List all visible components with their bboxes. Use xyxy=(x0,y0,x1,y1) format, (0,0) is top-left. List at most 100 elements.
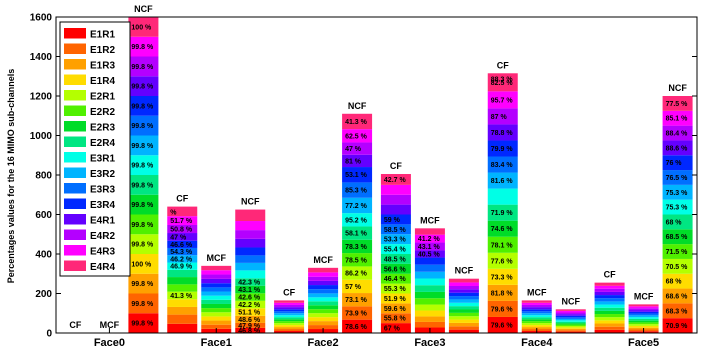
segment-label: 53.3 % xyxy=(384,237,407,244)
bar-segment xyxy=(594,329,625,333)
bar-segment xyxy=(342,182,373,198)
bar-segment xyxy=(628,313,659,316)
bar-segment xyxy=(594,285,625,289)
bar-segment xyxy=(487,156,518,173)
segment-label: 42.3 % xyxy=(238,280,261,287)
legend-label: E3R3 xyxy=(90,185,115,196)
bar-group-label: MCF xyxy=(207,253,227,263)
segment-label: 71.9 % xyxy=(491,210,514,217)
bar-segment xyxy=(235,255,266,263)
bar-segment xyxy=(274,317,305,320)
bar-segment xyxy=(201,291,232,296)
segment-label: 99.8 % xyxy=(131,123,154,130)
segment-label: 81.8 % xyxy=(491,290,514,297)
bar-segment xyxy=(594,291,625,296)
bar-segment xyxy=(414,298,445,305)
bar-segment xyxy=(380,254,411,264)
bar-segment xyxy=(167,269,198,278)
bar-segment xyxy=(594,301,625,305)
segment-label: 51.1 % xyxy=(238,310,261,317)
bar-segment xyxy=(167,206,198,217)
bar-segment xyxy=(448,319,479,323)
bar-segment xyxy=(128,96,159,116)
bar-segment xyxy=(308,289,339,294)
segment-label: 41.2 % xyxy=(418,236,441,243)
bar-segment xyxy=(167,277,198,285)
segment-label: 48.5 % xyxy=(384,256,407,263)
bar-segment xyxy=(555,312,586,315)
legend-swatch xyxy=(64,43,86,54)
segment-label: 55.4 % xyxy=(384,247,407,254)
bar-segment xyxy=(555,327,586,329)
segment-label: 99.8 % xyxy=(131,143,154,150)
bar-group-label: CF xyxy=(69,320,81,330)
segment-label: 51.7 % xyxy=(170,218,193,225)
segment-label: 99.8 % xyxy=(131,84,154,91)
legend-label: E3R1 xyxy=(90,154,115,165)
bar-segment xyxy=(274,302,305,305)
bar-segment xyxy=(487,252,518,269)
bar-group-label: MCF xyxy=(420,215,440,225)
bar-segment xyxy=(308,276,339,281)
bar-segment xyxy=(594,307,625,311)
segment-label: 99.8 % xyxy=(131,222,154,229)
bar-segment xyxy=(555,330,586,332)
bar-segment xyxy=(235,209,266,222)
segment-label: 81.6 % xyxy=(491,178,514,185)
legend-label: E3R2 xyxy=(90,169,115,180)
segment-label: 77.2 % xyxy=(345,203,368,210)
bar-segment xyxy=(235,230,266,239)
bar-segment xyxy=(201,274,232,279)
segment-label: 46.2 % xyxy=(170,256,193,263)
bar-segment xyxy=(128,254,159,274)
bar-segment xyxy=(448,329,479,333)
bar-segment xyxy=(555,317,586,319)
bar-segment xyxy=(662,96,693,111)
bar-group-label: MCF xyxy=(527,287,547,297)
segment-label: 71.5 % xyxy=(666,249,689,256)
bar-group-label: MCF xyxy=(100,320,120,330)
bar-segment xyxy=(521,309,552,312)
y-tick-label: 1000 xyxy=(30,131,53,142)
bar-segment xyxy=(487,220,518,237)
legend-label: E4R1 xyxy=(90,216,115,227)
bar-segment xyxy=(448,322,479,327)
bar-group-label: CF xyxy=(390,161,402,171)
bar-segment xyxy=(662,258,693,274)
segment-label: 85.1 % xyxy=(666,116,689,123)
segment-label: 99.8 % xyxy=(131,64,154,71)
bar-segment xyxy=(308,309,339,314)
bar-segment xyxy=(448,282,479,286)
segment-label: 43.1 % xyxy=(238,287,261,294)
segment-label: 41.3 % xyxy=(345,119,368,126)
bar-segment xyxy=(342,129,373,143)
bar-segment xyxy=(662,288,693,304)
legend-label: E4R2 xyxy=(90,231,115,242)
bar-segment xyxy=(487,73,518,92)
bar-segment xyxy=(201,270,232,275)
bar-segment xyxy=(380,263,411,274)
segment-label: 59.6 % xyxy=(384,306,407,313)
segment-label: 79.6 % xyxy=(491,322,514,329)
segment-label: 70.9 % xyxy=(666,323,689,330)
segment-label: 99.8 % xyxy=(131,281,154,288)
bar-segment xyxy=(274,313,305,316)
segment-label: 77.6 % xyxy=(491,258,514,265)
bar-segment xyxy=(414,278,445,286)
legend-layer: E1R1 E1R2 E1R3 E1R4 E2R1 E2R2 E2R3 E2R4 E3R1 E3R2… xyxy=(59,21,131,277)
segment-label: 83.4 % xyxy=(491,162,514,169)
segment-label: 78.1 % xyxy=(491,242,514,249)
bar-segment xyxy=(448,278,479,283)
bar-segment xyxy=(662,303,693,319)
segment-label: 68.5 % xyxy=(666,234,689,241)
bar-segment xyxy=(521,302,552,305)
segment-label: 46.4 % xyxy=(384,276,407,283)
y-tick-label: 400 xyxy=(35,250,52,261)
bar-segment xyxy=(342,197,373,214)
segment-label: 76 % xyxy=(666,160,683,167)
segment-label: 68.6 % xyxy=(666,293,689,300)
x-tick-label: Face1 xyxy=(201,337,232,349)
bar-segment xyxy=(521,313,552,316)
segment-label: 99.8 % xyxy=(131,301,154,308)
bar-segment xyxy=(448,316,479,320)
